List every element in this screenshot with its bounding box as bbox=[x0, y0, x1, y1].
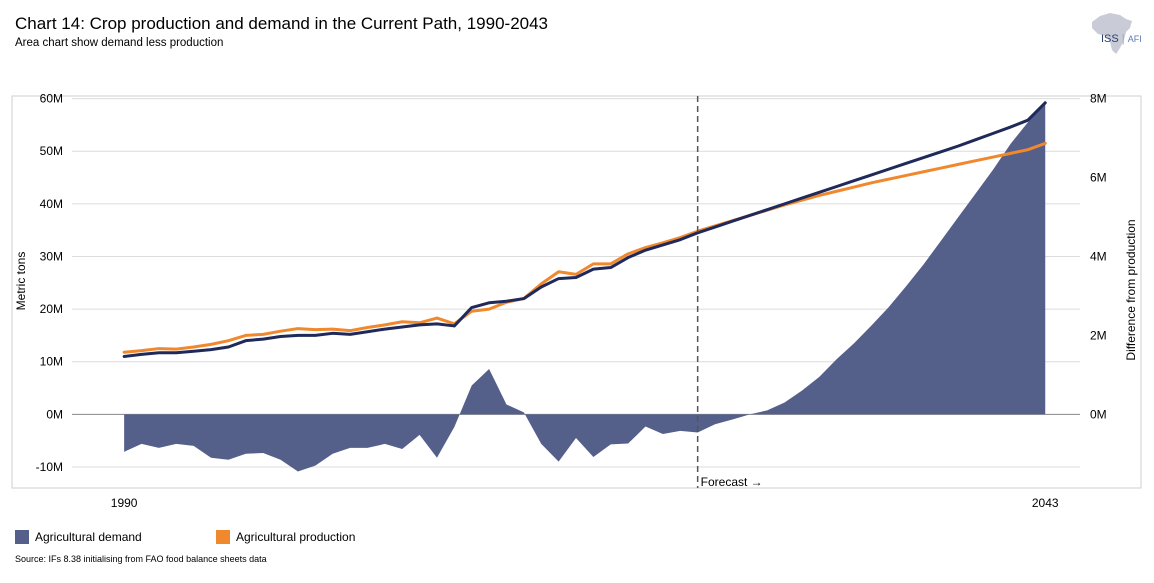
y-tick-label: 0M bbox=[46, 407, 63, 421]
logo-sub: AFI bbox=[1127, 34, 1142, 44]
chart-subtitle: Area chart show demand less production bbox=[15, 37, 224, 49]
y2-tick-label: 2M bbox=[1090, 328, 1107, 342]
axis-ticks: -10M 0M 10M 20M 30M 40M 50M 60M 0M 2M 4M 6M 8M 1990 20… bbox=[36, 92, 1107, 510]
forecast-label: Forecast → bbox=[701, 475, 763, 489]
x-tick-label: 2043 bbox=[1032, 496, 1059, 510]
y-tick-label: 40M bbox=[40, 197, 63, 211]
y2-axis-title: Difference from production bbox=[1124, 219, 1138, 360]
series-lines bbox=[122, 101, 1047, 358]
demand-line bbox=[122, 101, 1047, 358]
africa-map-icon bbox=[1092, 13, 1132, 54]
legend-swatch-demand bbox=[15, 530, 29, 544]
difference-area bbox=[124, 100, 1046, 472]
y-axis-title: Metric tons bbox=[14, 252, 28, 311]
logo-text: ISS bbox=[1101, 33, 1119, 45]
y2-tick-label: 0M bbox=[1090, 407, 1107, 421]
y2-tick-label: 6M bbox=[1090, 171, 1107, 185]
legend-label-demand: Agricultural demand bbox=[35, 530, 142, 544]
y-tick-label: 60M bbox=[40, 92, 63, 106]
legend-label-production: Agricultural production bbox=[236, 530, 356, 544]
difference-area-path bbox=[124, 100, 1046, 472]
y-tick-label: 30M bbox=[40, 249, 63, 263]
y-tick-label: -10M bbox=[36, 460, 63, 474]
y-tick-label: 50M bbox=[40, 144, 63, 158]
production-line bbox=[122, 141, 1047, 354]
x-tick-label: 1990 bbox=[111, 496, 138, 510]
legend-item-demand: Agricultural demand bbox=[15, 530, 142, 544]
legend-item-production: Agricultural production bbox=[216, 530, 355, 544]
legend-swatch-production bbox=[216, 530, 230, 544]
y-tick-label: 10M bbox=[40, 355, 63, 369]
chart-title: Chart 14: Crop production and demand in … bbox=[15, 14, 549, 33]
y-tick-label: 20M bbox=[40, 302, 63, 316]
iss-logo: ISS | AFI bbox=[1101, 33, 1142, 45]
source-note: Source: IFs 8.38 initialising from FAO f… bbox=[15, 554, 267, 564]
plot-frame bbox=[11, 95, 1142, 489]
y2-tick-label: 4M bbox=[1090, 249, 1107, 263]
y2-tick-label: 8M bbox=[1090, 92, 1107, 106]
